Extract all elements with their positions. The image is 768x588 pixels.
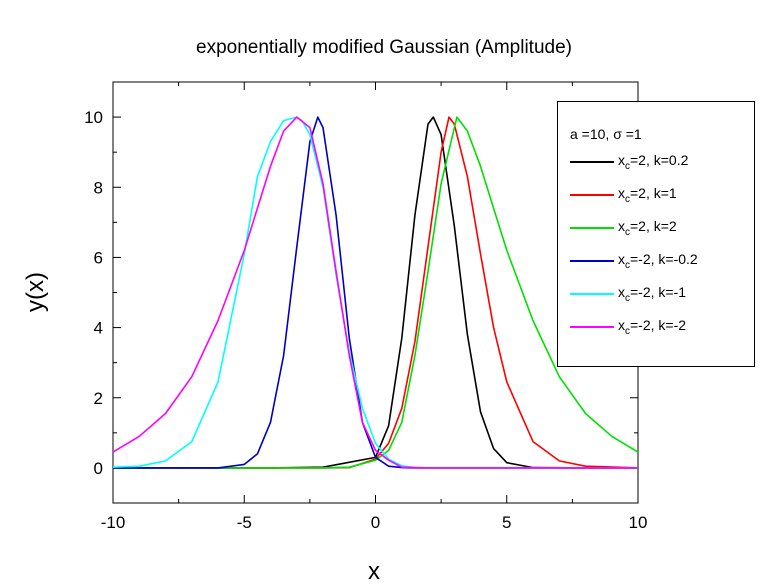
legend-swatch [570, 326, 614, 328]
series-line-5 [112, 116, 638, 469]
legend-label: xc=2, k=2 [618, 218, 677, 238]
legend-entry-1: xc=2, k=0.2 [570, 152, 688, 172]
y-tick-label: 6 [94, 248, 103, 267]
y-axis-label: y(x) [22, 272, 49, 312]
x-axis-label: x [368, 558, 380, 585]
legend-swatch [570, 227, 614, 229]
legend-entry-4: xc=-2, k=-0.2 [570, 251, 698, 271]
x-tick-label: 5 [502, 513, 511, 532]
x-tick-label: -10 [101, 513, 126, 532]
series-lines [112, 116, 639, 469]
legend-entry-6: xc=-2, k=-2 [570, 317, 686, 337]
chart-title: exponentially modified Gaussian (Amplitu… [196, 37, 572, 58]
x-tick-label: -5 [237, 513, 252, 532]
legend-header: a =10, σ =1 [570, 126, 642, 142]
x-tick-label: 10 [629, 513, 648, 532]
legend-swatch [570, 260, 614, 262]
legend-entry-3: xc=2, k=2 [570, 218, 677, 238]
legend-swatch [570, 161, 614, 163]
series-line-2 [113, 116, 639, 469]
x-tick-label: 0 [371, 513, 380, 532]
y-tick-label: 4 [94, 319, 103, 338]
legend-label: xc=-2, k=-0.2 [618, 251, 698, 271]
legend-label: xc=-2, k=-1 [618, 284, 687, 304]
legend-label: xc=-2, k=-2 [618, 317, 687, 337]
legend-entry-2: xc=2, k=1 [570, 185, 677, 205]
legend-label: xc=2, k=1 [618, 185, 677, 205]
legend-label: xc=2, k=0.2 [618, 152, 689, 172]
legend-swatch [570, 293, 614, 295]
legend: a =10, σ =1 xc=2, k=0.2 xc=2, k=1 xc=2, k=… [557, 101, 755, 367]
y-tick-label: 0 [94, 459, 103, 478]
axis-ticks: -10 -5 0 5 10 0 2 4 6 8 10 [84, 81, 648, 532]
y-tick-label: 8 [94, 178, 103, 197]
series-line-6 [112, 116, 638, 469]
y-tick-label: 2 [94, 389, 103, 408]
y-tick-label: 10 [84, 108, 103, 127]
series-line-1 [113, 116, 638, 469]
series-line-3 [113, 116, 639, 469]
legend-entry-5: xc=-2, k=-1 [570, 284, 686, 304]
legend-swatch [570, 194, 614, 196]
